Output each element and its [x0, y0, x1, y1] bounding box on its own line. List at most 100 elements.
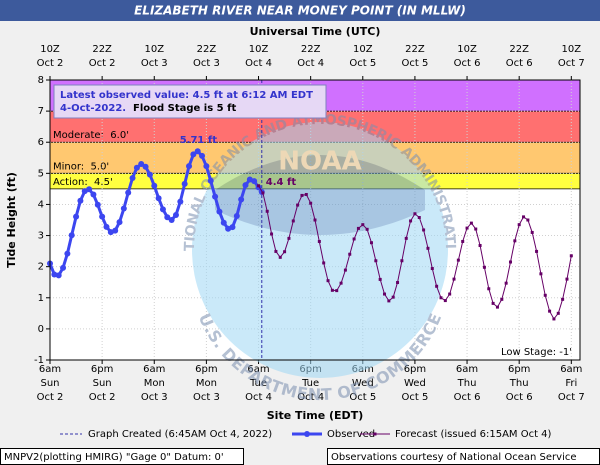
x-tick-label: Tue [301, 378, 319, 389]
forecast-point [569, 254, 573, 258]
forecast-point [374, 259, 378, 263]
observed-point [120, 205, 127, 212]
x-axis-title: Site Time (EDT) [267, 409, 363, 422]
x-tick-label: Thu [457, 378, 477, 389]
observed-point [181, 180, 188, 187]
observed-point [94, 201, 101, 208]
x-tick-label: 6pm [508, 364, 530, 375]
forecast-point [435, 284, 439, 288]
observed-point [159, 206, 166, 213]
x2-tick-label: Oct 2 [37, 58, 64, 69]
x-tick-label: Oct 5 [349, 392, 376, 403]
forecast-point [465, 226, 469, 230]
observed-point [129, 175, 136, 181]
forecast-point [500, 297, 504, 301]
forecast-point [270, 232, 274, 236]
x2-tick-label: 10Z [40, 44, 60, 55]
forecast-point [422, 228, 426, 232]
legend-label: Observed [327, 429, 375, 440]
y-tick-label: 4 [38, 199, 44, 210]
legend-label: Forecast (issued 6:15AM Oct 4) [395, 429, 552, 440]
observed-point [151, 182, 158, 189]
observed-point [168, 217, 175, 223]
y-tick-label: -1 [34, 355, 44, 366]
y-tick-label: 2 [38, 262, 44, 273]
forecast-point [448, 292, 452, 296]
forecast-point [383, 292, 387, 296]
chart-title: ELIZABETH RIVER NEAR MONEY POINT (IN MLL… [134, 4, 466, 18]
forecast-point [356, 226, 360, 230]
flood-label: Moderate: 6.0' [53, 130, 129, 141]
forecast-point [400, 259, 404, 263]
info-line: Flood Stage is 5 ft [133, 103, 236, 114]
low-stage-label: Low Stage: -1' [501, 347, 572, 358]
x-tick-label: Tue [249, 378, 267, 389]
forecast-point [287, 236, 291, 240]
x2-tick-label: 10Z [144, 44, 164, 55]
forecast-point [535, 249, 539, 253]
logo-center-text: NOAA [278, 147, 361, 177]
forecast-point [348, 252, 352, 256]
y-axis-title: Tide Height (ft) [5, 172, 18, 268]
x-tick-label: Fri [565, 378, 577, 389]
forecast-point [539, 272, 543, 276]
forecast-point [517, 223, 521, 227]
observed-point [133, 164, 140, 171]
forecast-point [326, 279, 330, 283]
forecast-point [343, 268, 347, 272]
forecast-point [417, 216, 421, 220]
observed-point [60, 264, 67, 271]
forecast-point [504, 281, 508, 285]
forecast-point [548, 309, 552, 313]
x-tick-label: Oct 3 [193, 392, 220, 403]
forecast-point [495, 305, 499, 309]
observed-point [251, 178, 258, 185]
observed-point [112, 227, 119, 234]
forecast-point [369, 241, 373, 245]
x-tick-label: 6am [560, 364, 582, 375]
flood-label: Minor: 5.0' [53, 161, 109, 172]
observed-point [142, 163, 149, 170]
forecast-point [456, 258, 460, 262]
forecast-point [278, 255, 282, 259]
flood-label: Action: 4.5' [53, 177, 113, 188]
observed-point [203, 163, 210, 170]
x-tick-label: Oct 4 [297, 392, 324, 403]
y-tick-label: 8 [38, 75, 44, 86]
y-tick-label: 3 [38, 231, 44, 242]
x-tick-label: Wed [404, 378, 426, 389]
observed-point [186, 163, 193, 170]
forecast-point [283, 250, 287, 254]
x-tick-label: Oct 6 [506, 392, 533, 403]
x-tick-label: 6am [247, 364, 269, 375]
forecast-point [469, 221, 473, 225]
x-tick-label: 6am [143, 364, 165, 375]
x-tick-label: Mon [196, 378, 217, 389]
forecast-point [513, 239, 517, 243]
observed-point [103, 223, 110, 230]
forecast-point [261, 191, 265, 195]
x-tick-label: Oct 6 [454, 392, 481, 403]
x-tick-label: Wed [352, 378, 374, 389]
forecast-point [378, 277, 382, 281]
observed-point [73, 213, 80, 220]
observed-point [212, 193, 219, 200]
forecast-point [478, 244, 482, 248]
x-tick-label: 6pm [195, 364, 217, 375]
forecast-point [404, 236, 408, 240]
forecast-point [474, 227, 478, 231]
forecast-point [313, 218, 317, 222]
x2-tick-label: Oct 3 [141, 58, 168, 69]
forecast-point [257, 184, 261, 188]
x-tick-label: Sun [93, 378, 112, 389]
forecast-point [291, 219, 295, 223]
legend-swatch [304, 431, 310, 437]
forecast-point [413, 212, 417, 216]
observed-point [207, 177, 214, 184]
info-line: Latest observed value: 4.5 ft at 6:12 AM… [60, 90, 313, 101]
observed-point [177, 198, 184, 205]
forecast-point [565, 277, 569, 281]
forecast-point [526, 218, 530, 222]
forecast-point [309, 201, 313, 205]
